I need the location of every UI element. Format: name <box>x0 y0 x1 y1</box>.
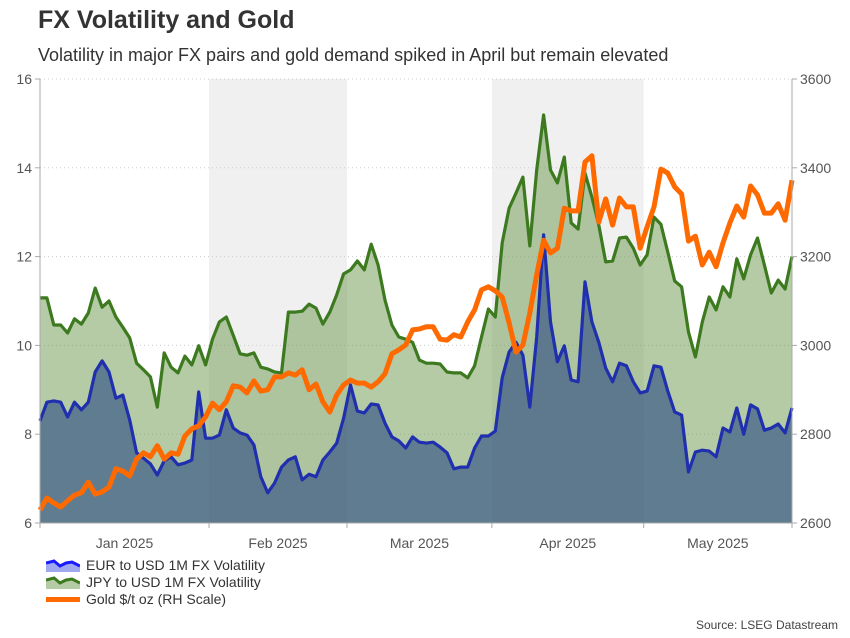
jpy-line <box>40 113 794 409</box>
right-tick-label: 3400 <box>800 160 831 176</box>
x-tick-label: Feb 2025 <box>248 535 307 551</box>
legend-label-jpy: JPY to USD 1M FX Volatility <box>86 573 261 590</box>
left-tick-label: 10 <box>16 337 32 353</box>
gold-line <box>37 153 795 512</box>
left-tick-label: 16 <box>16 71 32 87</box>
left-tick-label: 8 <box>24 426 32 442</box>
x-tick-label: Apr 2025 <box>539 535 596 551</box>
x-tick-label: Mar 2025 <box>390 535 449 551</box>
left-tick-label: 14 <box>16 160 32 176</box>
gold-swatch-icon <box>46 596 80 602</box>
legend-item-eur: EUR to USD 1M FX Volatility <box>46 556 265 573</box>
legend-item-jpy: JPY to USD 1M FX Volatility <box>46 573 265 590</box>
right-tick-label: 3600 <box>800 71 831 87</box>
legend-label-gold: Gold $/t oz (RH Scale) <box>86 590 227 607</box>
legend-label-eur: EUR to USD 1M FX Volatility <box>86 556 265 573</box>
right-tick-label: 2800 <box>800 426 831 442</box>
chart-title: FX Volatility and Gold <box>38 6 295 34</box>
chart-subtitle: Volatility in major FX pairs and gold de… <box>38 45 669 65</box>
source-note: Source: LSEG Datastream <box>695 618 838 632</box>
x-tick-label: May 2025 <box>687 535 749 551</box>
left-tick-label: 6 <box>24 515 32 531</box>
right-tick-label: 3200 <box>800 249 831 265</box>
eur-swatch-icon <box>46 558 80 572</box>
x-tick-label: Jan 2025 <box>96 535 154 551</box>
legend: EUR to USD 1M FX Volatility JPY to USD 1… <box>46 556 265 607</box>
left-tick-label: 12 <box>16 249 32 265</box>
right-tick-label: 3000 <box>800 337 831 353</box>
legend-item-gold: Gold $/t oz (RH Scale) <box>46 590 265 607</box>
jpy-swatch-icon <box>46 575 80 589</box>
eur-area <box>40 234 792 524</box>
chart-plot: 6 8 10 12 14 16 2600 2800 3000 3200 3400 3600 Jan 20… <box>16 71 831 551</box>
right-tick-label: 2600 <box>800 515 831 531</box>
